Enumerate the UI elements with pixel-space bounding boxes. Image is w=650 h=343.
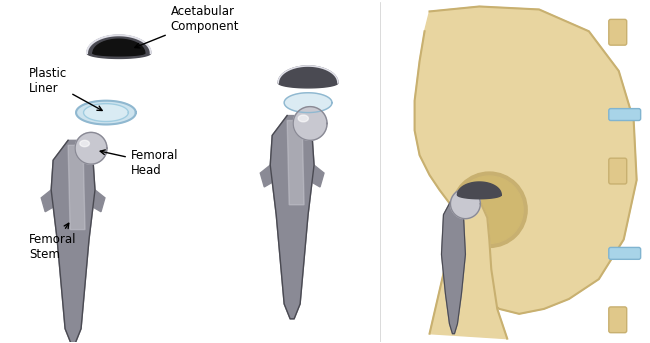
Polygon shape [41,190,57,212]
Polygon shape [76,101,136,125]
Polygon shape [298,115,308,122]
Polygon shape [84,104,128,121]
Polygon shape [441,200,465,334]
FancyBboxPatch shape [609,247,641,259]
Polygon shape [260,165,276,187]
Polygon shape [270,116,314,319]
FancyBboxPatch shape [609,109,641,120]
FancyBboxPatch shape [609,307,627,333]
Polygon shape [450,189,480,219]
Polygon shape [89,190,105,212]
Polygon shape [308,165,324,187]
Polygon shape [287,120,304,205]
FancyBboxPatch shape [609,158,627,184]
Polygon shape [68,145,85,229]
Text: Femoral
Stem: Femoral Stem [29,223,77,261]
Polygon shape [80,140,90,147]
Polygon shape [51,140,95,343]
Polygon shape [415,7,636,314]
Polygon shape [75,132,107,164]
FancyBboxPatch shape [609,19,627,45]
Polygon shape [93,39,145,56]
Text: Femoral
Head: Femoral Head [100,149,178,177]
Polygon shape [284,93,332,113]
Text: Plastic
Liner: Plastic Liner [29,67,102,110]
Circle shape [452,172,527,247]
Text: Acetabular
Component: Acetabular Component [135,5,239,48]
Polygon shape [293,107,327,140]
Polygon shape [458,182,501,199]
Circle shape [456,176,523,244]
Polygon shape [87,35,151,58]
Polygon shape [430,195,507,339]
Polygon shape [278,66,338,88]
